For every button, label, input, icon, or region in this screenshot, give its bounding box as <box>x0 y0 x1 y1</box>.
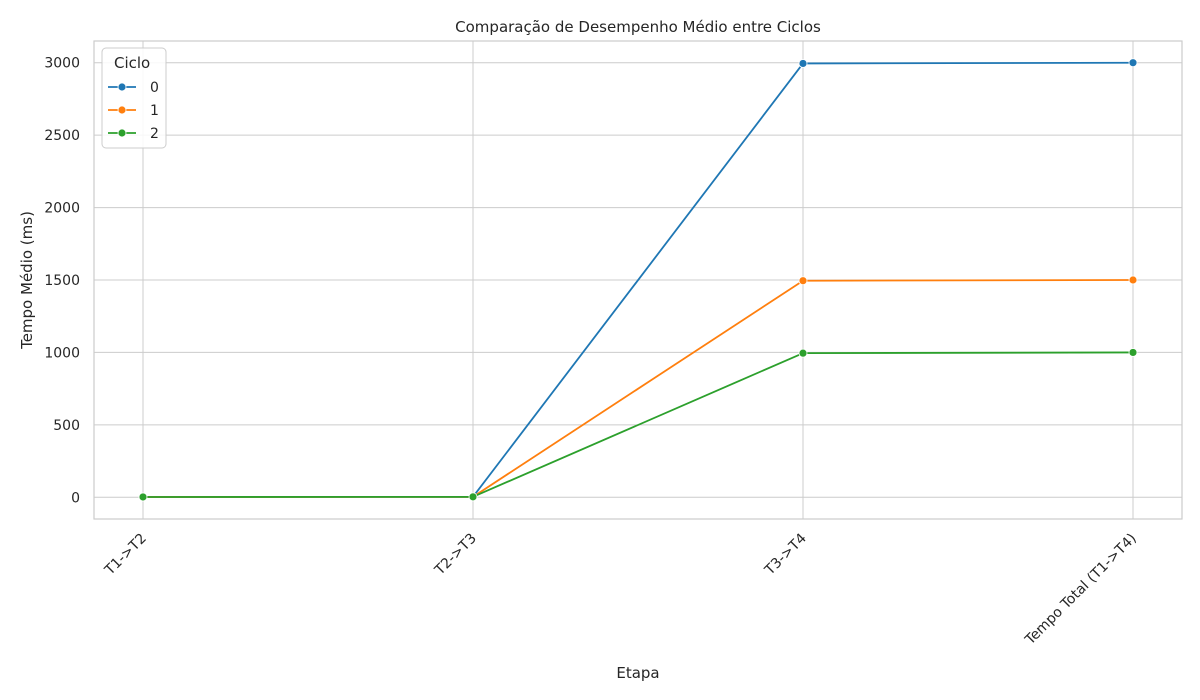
legend-entries: 0 1 2 <box>108 80 159 142</box>
y-tick-label: 500 <box>53 418 80 434</box>
y-tick-label: 3000 <box>44 56 80 72</box>
legend-title: Ciclo <box>114 54 150 72</box>
plot-frame <box>93 40 1183 520</box>
data-point <box>138 492 148 502</box>
x-axis-label: Etapa <box>616 664 659 682</box>
legend-box <box>101 47 167 149</box>
y-tick-label: 1500 <box>44 273 80 289</box>
legend: Ciclo 0 1 2 <box>101 47 167 149</box>
legend-entry: 1 <box>108 103 159 119</box>
data-point <box>1128 348 1138 357</box>
y-tick-label: 0 <box>71 490 80 506</box>
y-tick-label: 1000 <box>44 345 80 361</box>
data-point <box>798 59 808 68</box>
legend-label: 2 <box>150 126 159 142</box>
data-point <box>798 348 808 358</box>
legend-swatch-marker <box>117 128 127 138</box>
series-line <box>142 351 1134 498</box>
data-point <box>468 492 478 502</box>
legend-entry: 0 <box>108 80 159 96</box>
chart-title: Comparação de Desempenho Médio entre Cic… <box>455 18 821 36</box>
series-layer <box>138 58 1138 502</box>
data-point <box>1128 275 1138 285</box>
grid <box>94 41 1182 519</box>
series-2 <box>138 348 1138 502</box>
y-axis-label: Tempo Médio (ms) <box>18 211 36 350</box>
legend-entry: 2 <box>108 126 159 142</box>
data-point <box>798 276 808 286</box>
legend-swatch-marker <box>117 82 127 92</box>
legend-swatch-marker <box>117 105 127 115</box>
y-tick-label: 2000 <box>44 201 80 217</box>
y-tick-label: 2500 <box>44 128 80 144</box>
legend-label: 0 <box>150 80 159 96</box>
legend-label: 1 <box>150 103 159 119</box>
data-point <box>1128 58 1138 68</box>
